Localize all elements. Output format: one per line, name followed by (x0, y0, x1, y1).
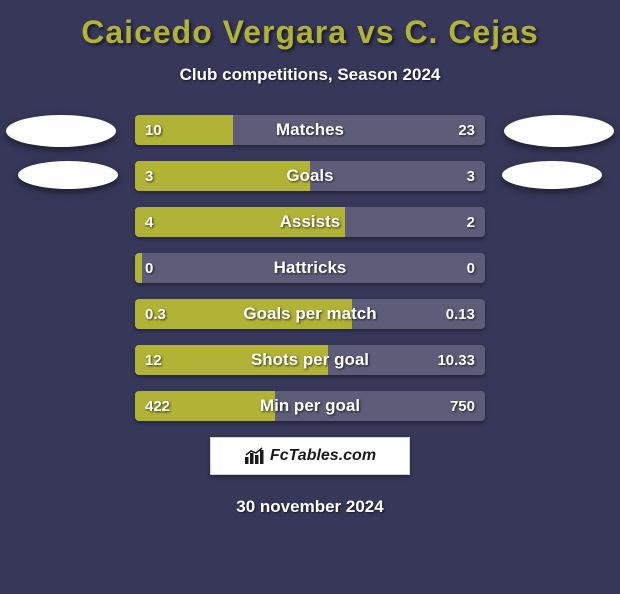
stat-bar-bg (135, 391, 485, 421)
stat-row: Shots per goal1210.33 (135, 345, 485, 375)
stat-bar-right-fill (345, 207, 485, 237)
stat-bar-right-fill (352, 299, 485, 329)
stat-bar-right-fill (233, 115, 485, 145)
stat-bar-left-fill (135, 299, 352, 329)
footer-date: 30 november 2024 (0, 497, 620, 517)
stat-bar-right-fill (310, 161, 485, 191)
stat-bar-bg (135, 299, 485, 329)
player-b-name: C. Cejas (404, 14, 538, 50)
stat-row: Hattricks00 (135, 253, 485, 283)
brand-box: FcTables.com (210, 437, 410, 475)
stat-bar-left-fill (135, 115, 233, 145)
stat-row: Goals33 (135, 161, 485, 191)
vs-text: vs (357, 14, 395, 50)
stat-bar-right-fill (328, 345, 486, 375)
stat-bar-left-fill (135, 391, 275, 421)
stat-bar-bg (135, 207, 485, 237)
player-a-avatar-placeholder-2 (18, 161, 118, 189)
stat-bar-bg (135, 253, 485, 283)
stat-row: Goals per match0.30.13 (135, 299, 485, 329)
stat-row: Matches1023 (135, 115, 485, 145)
stat-bar-bg (135, 345, 485, 375)
stat-bars: Matches1023 Goals33 Assists42 Hattricks00 Go… (135, 115, 485, 421)
brand-chart-icon (244, 447, 266, 465)
player-b-avatar-placeholder-1 (504, 115, 614, 147)
stat-bar-left-fill (135, 161, 310, 191)
player-b-avatar-placeholder-2 (502, 161, 602, 189)
player-a-avatar-placeholder-1 (6, 115, 116, 147)
stat-bar-left-fill (135, 207, 345, 237)
stat-bar-left-fill (135, 345, 328, 375)
stat-bar-left-fill (135, 253, 142, 283)
stat-bar-bg (135, 161, 485, 191)
stat-row: Min per goal422750 (135, 391, 485, 421)
stat-bar-right-fill (142, 253, 485, 283)
stat-bar-right-fill (275, 391, 485, 421)
player-a-name: Caicedo Vergara (81, 14, 347, 50)
brand-text: FcTables.com (270, 447, 376, 465)
stat-bar-bg (135, 115, 485, 145)
comparison-area: Matches1023 Goals33 Assists42 Hattricks00 Go… (0, 115, 620, 421)
competition-subtitle: Club competitions, Season 2024 (0, 65, 620, 85)
stat-row: Assists42 (135, 207, 485, 237)
comparison-title: Caicedo Vergara vs C. Cejas (0, 14, 620, 51)
